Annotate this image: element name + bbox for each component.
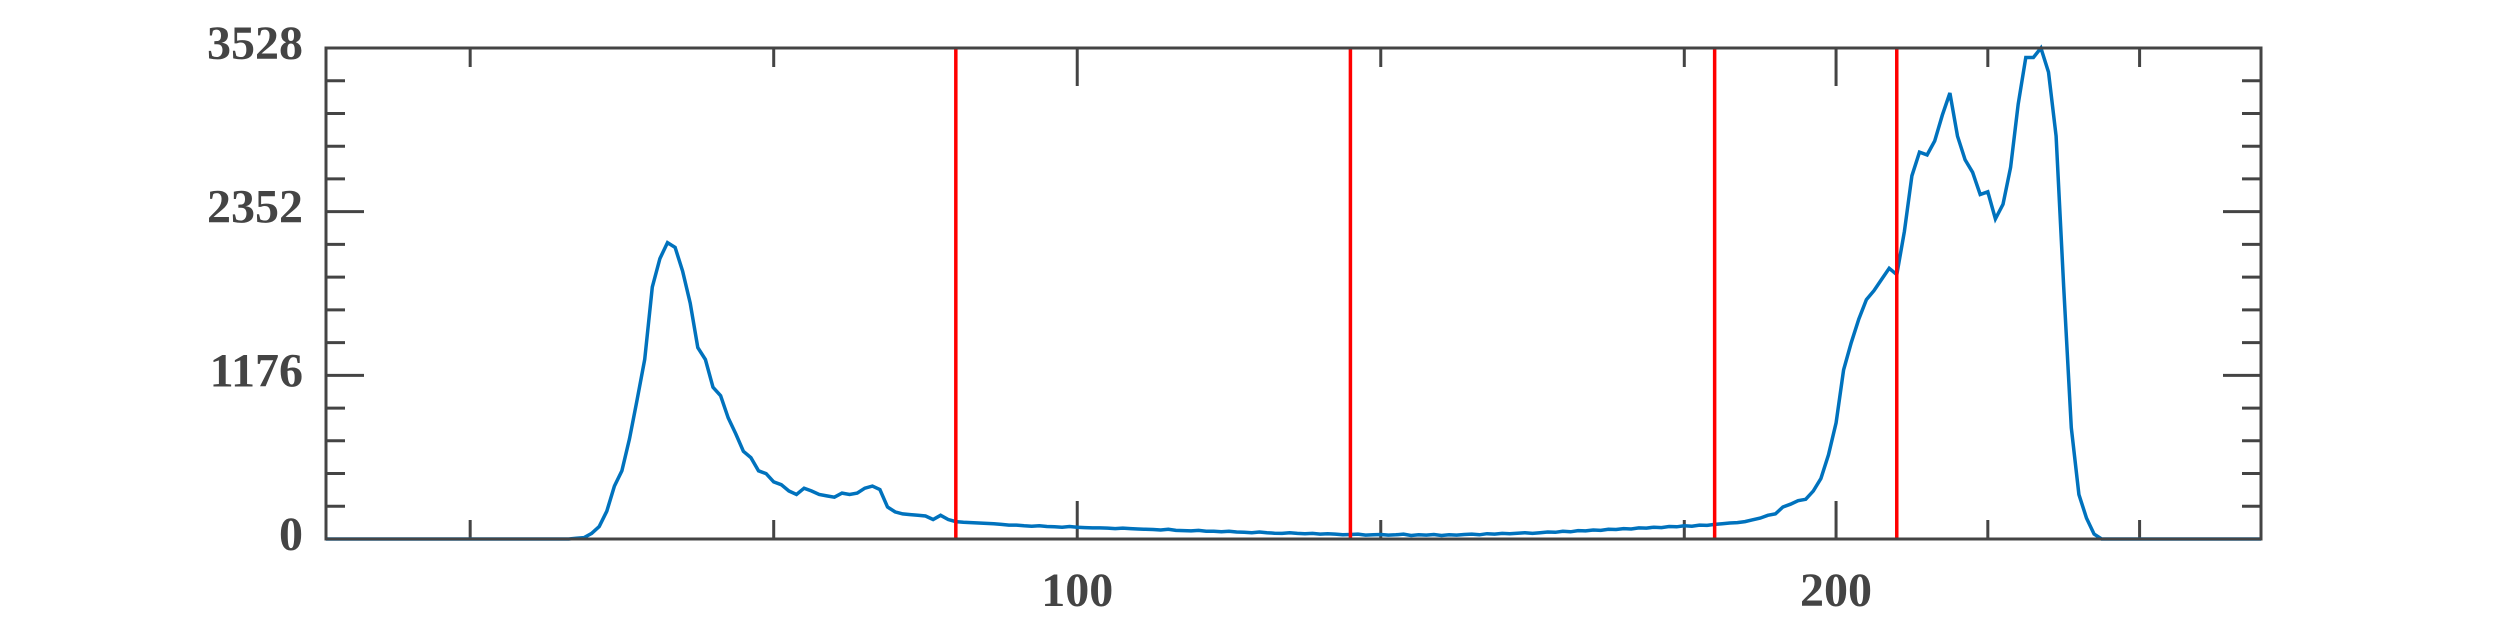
x-tick-label: 100 [1041, 564, 1113, 617]
plot-frame [324, 46, 2263, 541]
y-tick-label: 2352 [207, 181, 303, 234]
data-line [326, 44, 2261, 541]
x-tick-label: 200 [1800, 564, 1872, 617]
y-tick-label: 3528 [207, 17, 303, 70]
y-tick-label: 1176 [210, 344, 303, 397]
y-tick-label: 0 [279, 508, 303, 561]
